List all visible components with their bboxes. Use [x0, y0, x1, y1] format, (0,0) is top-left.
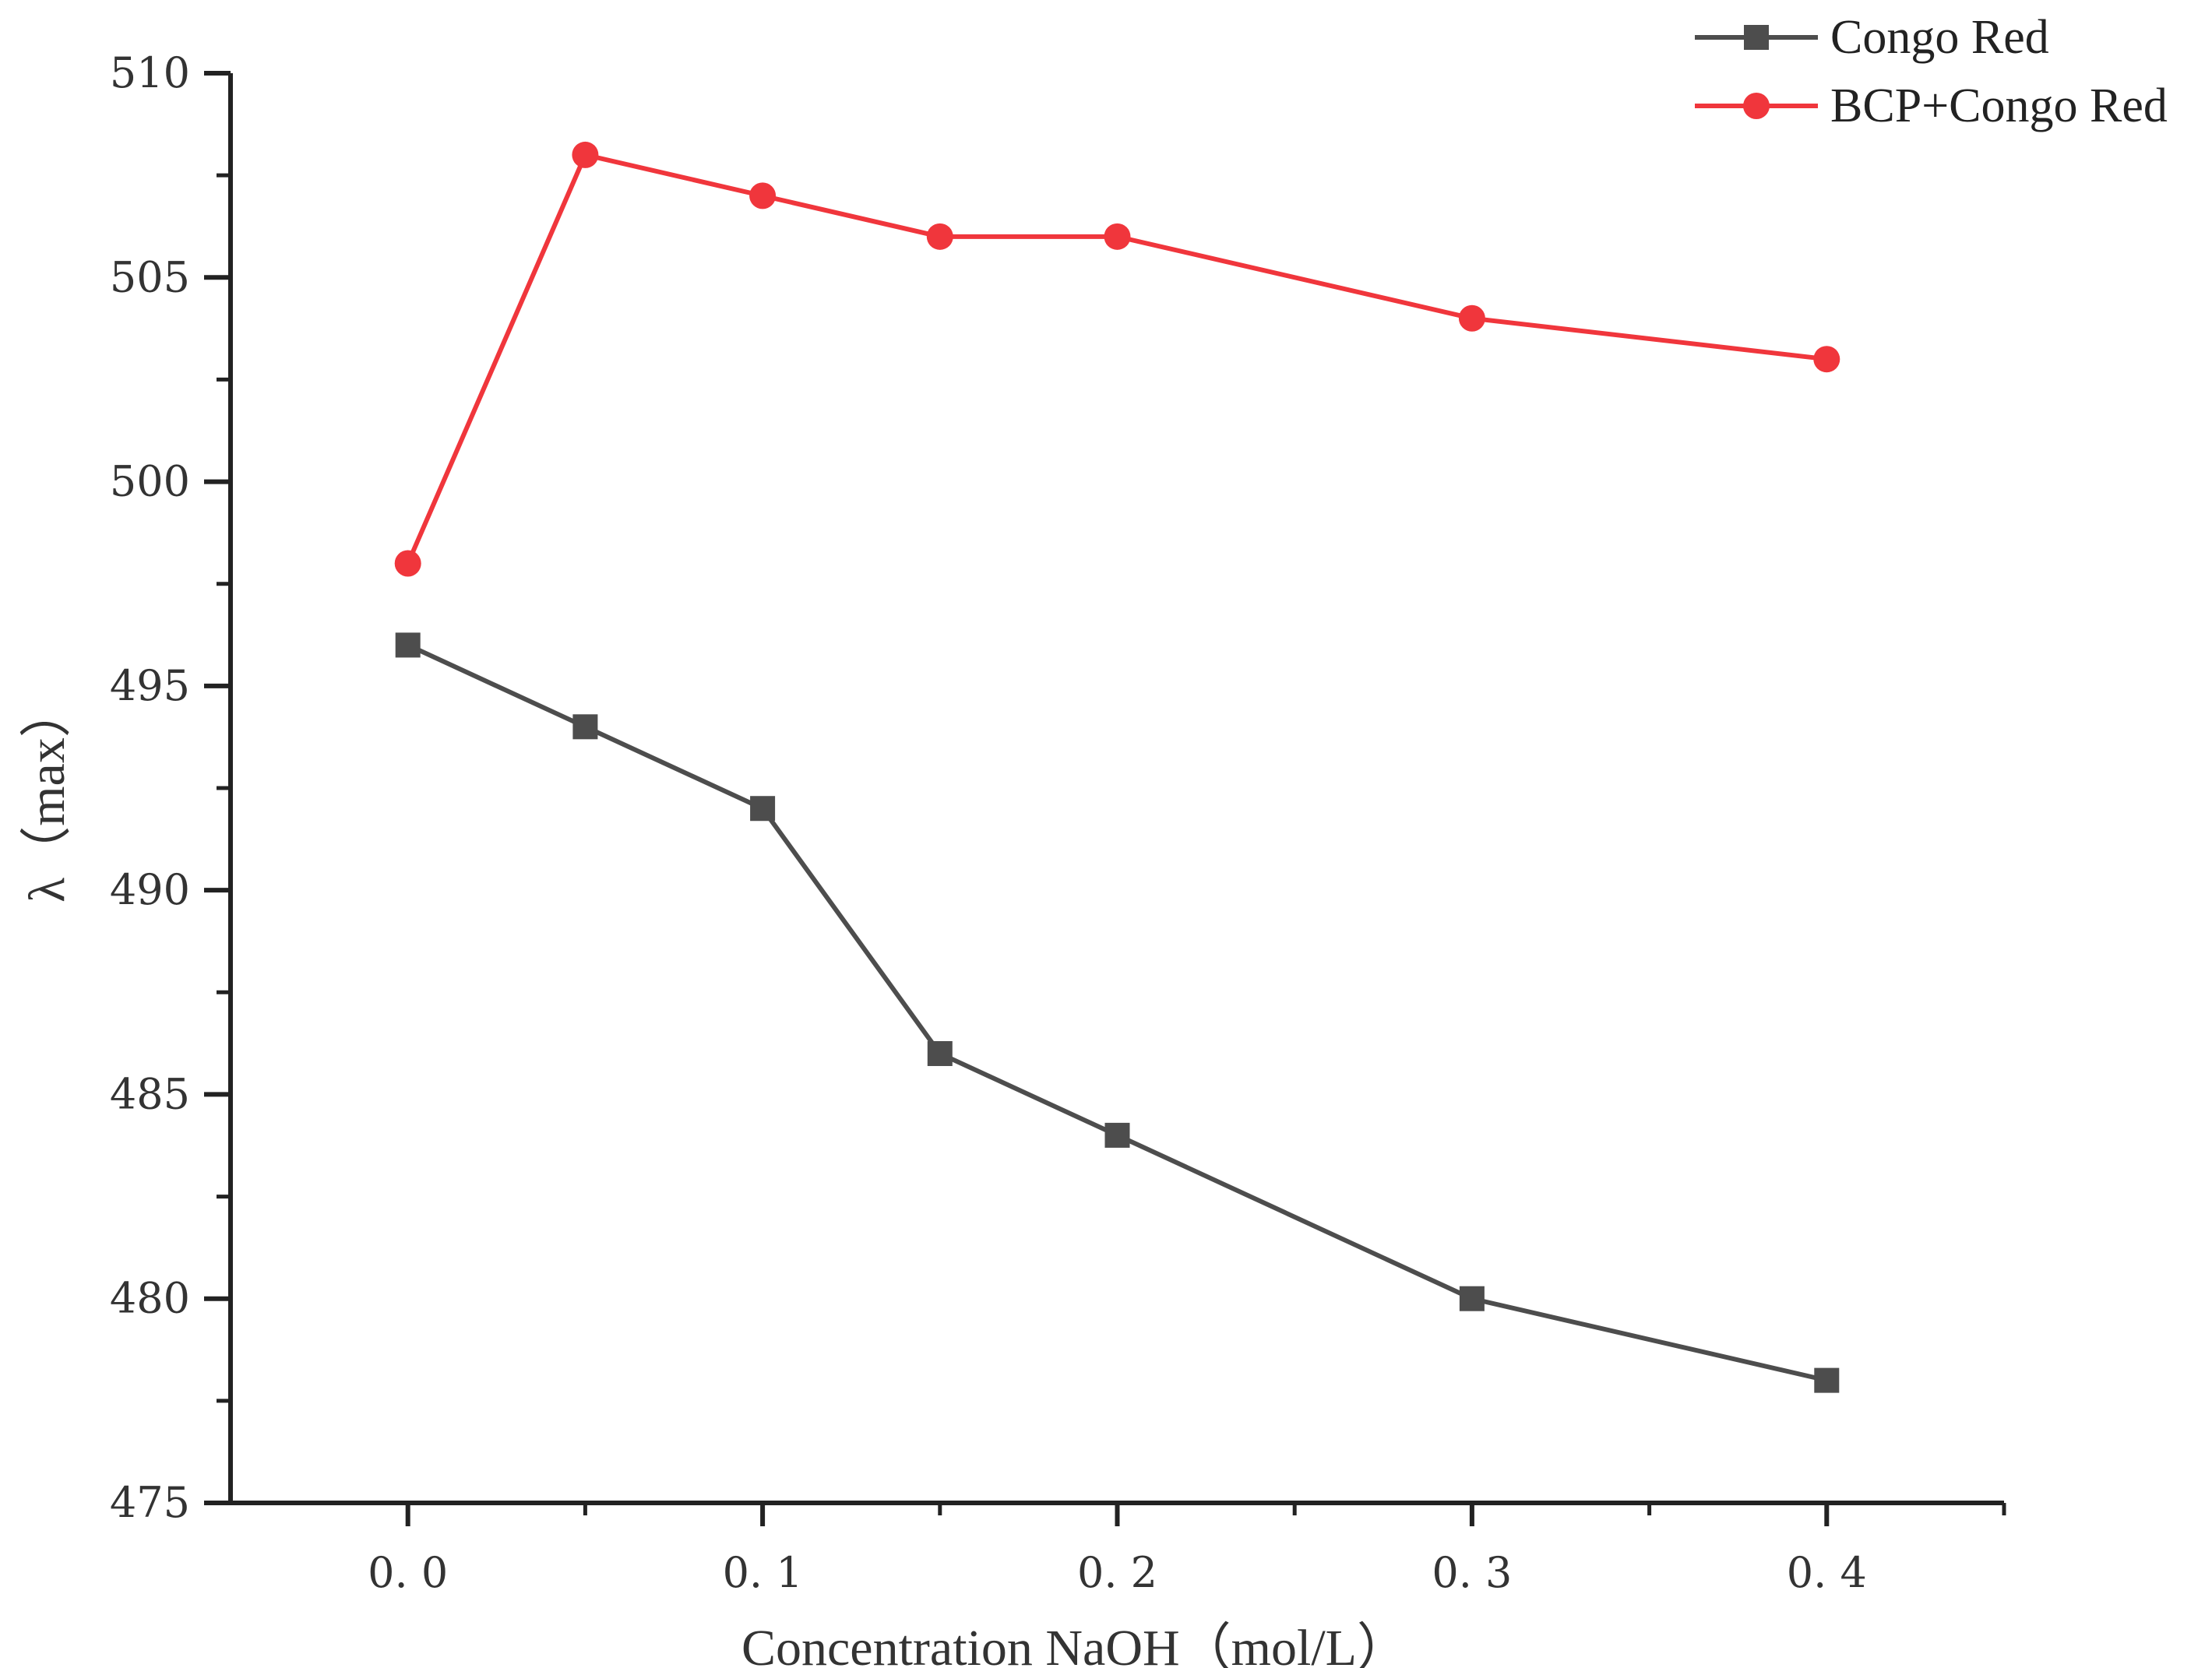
data-point-congo-red — [750, 796, 776, 822]
data-point-congo-red — [1459, 1286, 1485, 1311]
x-tick-label: 0. 4 — [1787, 1548, 1867, 1597]
y-tick-label: 475 — [110, 1478, 190, 1527]
series-layer — [394, 141, 1840, 1393]
x-axis-title: Concentration NaOH（mol/L） — [741, 1620, 1408, 1668]
legend-marker-congo-red — [1744, 25, 1769, 50]
series-line-bcp-congo-red — [405, 152, 1827, 565]
y-axis-title: λ（max） — [19, 686, 76, 903]
data-point-bcp-congo-red — [926, 223, 953, 250]
x-tick-label: 0. 1 — [723, 1548, 803, 1597]
data-point-congo-red — [927, 1040, 953, 1066]
y-tick-label: 490 — [110, 865, 190, 914]
data-point-bcp-congo-red — [1104, 223, 1131, 250]
legend-label-bcp-congo-red: BCP+Congo Red — [1830, 79, 2168, 132]
data-point-bcp-congo-red — [1458, 304, 1485, 332]
data-point-congo-red — [395, 632, 421, 658]
y-tick-label: 485 — [110, 1069, 190, 1118]
x-tick-label: 0. 0 — [368, 1548, 448, 1597]
legend-label-congo-red: Congo Red — [1830, 11, 2049, 64]
data-point-congo-red — [1104, 1122, 1130, 1148]
series-line-congo-red — [407, 642, 1827, 1383]
axes — [228, 73, 2004, 1505]
x-tick-label: 0. 2 — [1077, 1548, 1157, 1597]
data-point-congo-red — [1814, 1367, 1840, 1393]
y-tick-label: 480 — [110, 1274, 190, 1323]
y-ticks: 475 480 485 490 495 500 505 510 — [110, 48, 231, 1527]
y-tick-label: 510 — [110, 48, 190, 97]
legend: Congo Red BCP+Congo Red — [1695, 11, 2168, 132]
data-point-bcp-congo-red — [1813, 346, 1840, 373]
data-point-congo-red — [572, 714, 598, 740]
y-tick-label: 505 — [110, 252, 190, 301]
y-tick-label: 500 — [110, 457, 190, 506]
legend-marker-bcp-congo-red — [1743, 93, 1770, 119]
x-ticks: 0. 0 0. 1 0. 2 0. 3 0. 4 — [368, 1503, 2006, 1597]
y-tick-label: 495 — [110, 661, 190, 710]
data-point-bcp-congo-red — [749, 182, 777, 209]
data-point-bcp-congo-red — [572, 141, 599, 168]
data-point-bcp-congo-red — [394, 550, 421, 577]
x-tick-label: 0. 3 — [1432, 1548, 1512, 1597]
